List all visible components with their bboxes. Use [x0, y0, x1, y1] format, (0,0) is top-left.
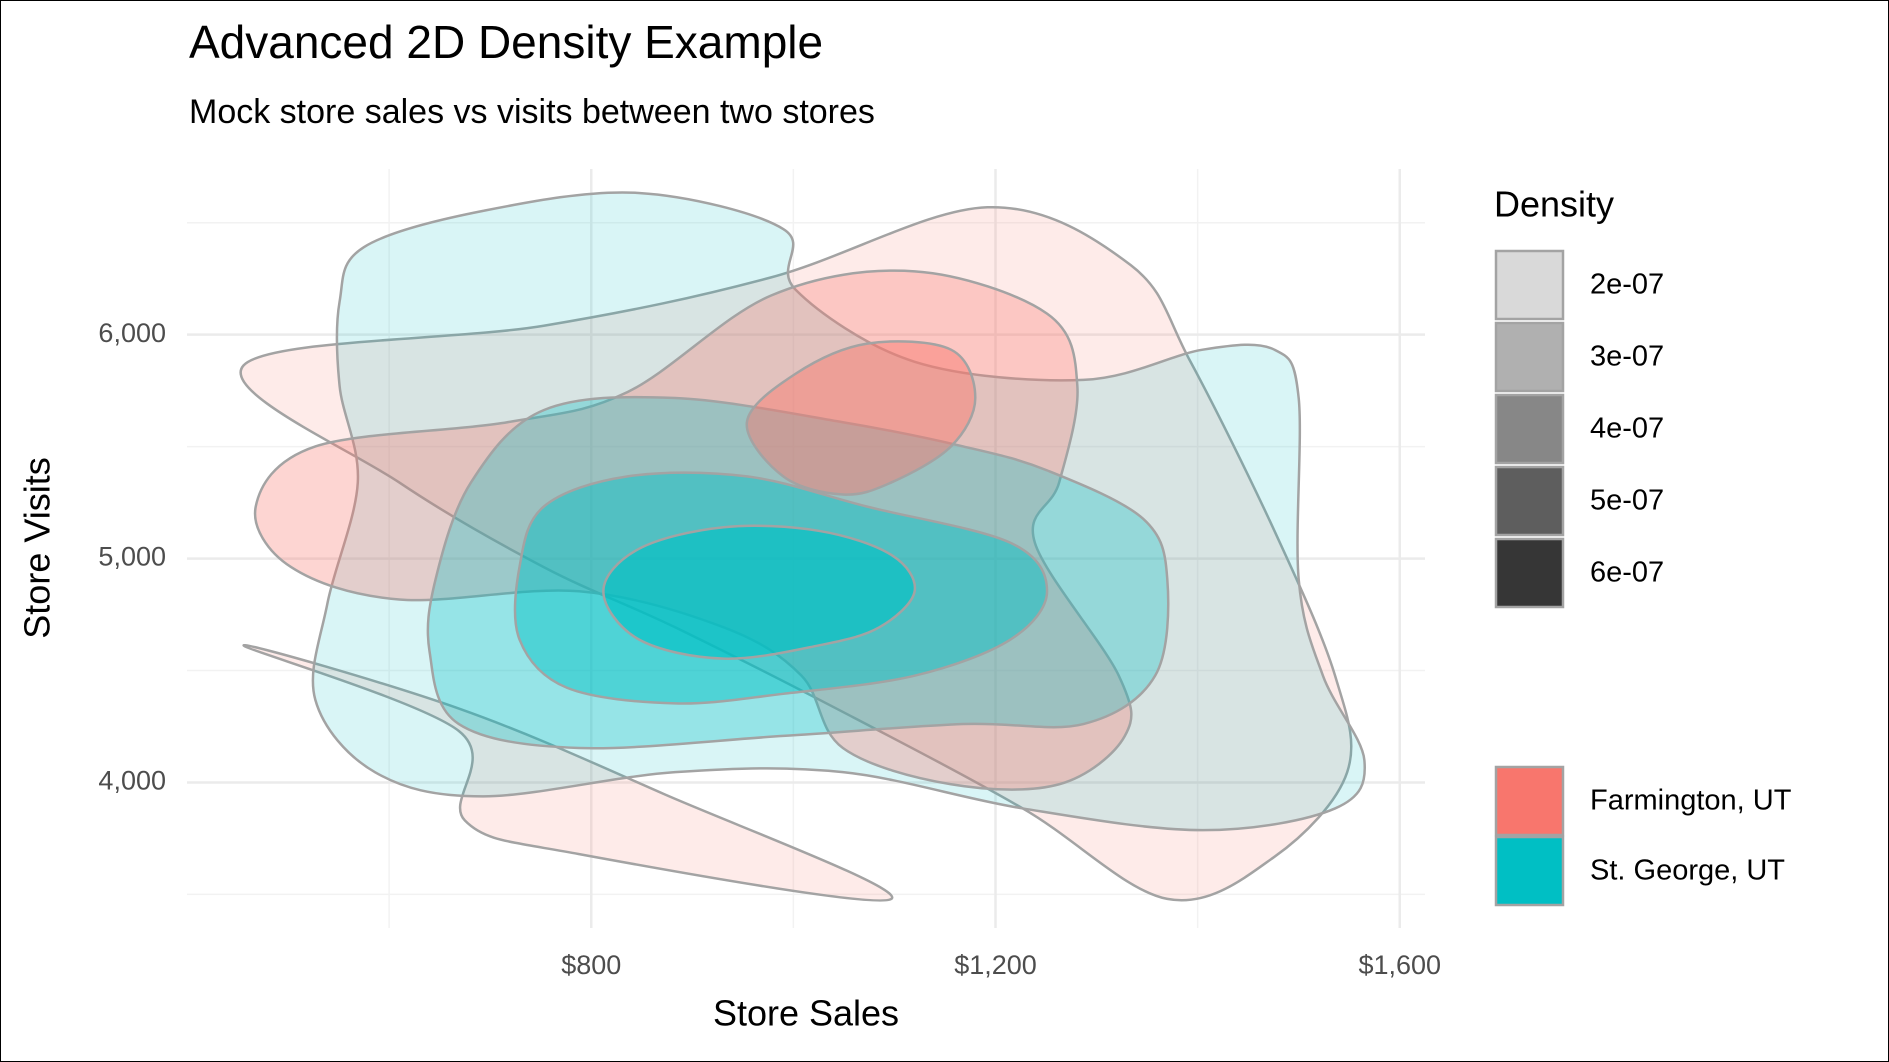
grid: [187, 169, 1425, 928]
chart-title: Advanced 2D Density Example: [189, 16, 823, 68]
legend-label: 3e-07: [1590, 341, 1664, 373]
density-contour: [602, 524, 917, 660]
y-tick-label: 4,000: [98, 766, 166, 796]
density-contour: [311, 191, 1367, 832]
legend-key: [1494, 321, 1565, 393]
legend-label: 5e-07: [1590, 485, 1664, 517]
x-tick-label: $1,600: [1358, 950, 1441, 980]
legend-label: 6e-07: [1590, 557, 1664, 589]
legend-label: St. George, UT: [1590, 855, 1785, 887]
legend-label: Farmington, UT: [1590, 785, 1792, 817]
legend-title: Density: [1494, 184, 1614, 225]
legend-key: [1494, 249, 1565, 321]
y-tick-label: 5,000: [98, 542, 166, 572]
legend-key: [1494, 393, 1565, 465]
legend-key: [1494, 835, 1565, 907]
legend-label: 2e-07: [1590, 269, 1664, 301]
legend-label: 4e-07: [1590, 413, 1664, 445]
x-axis-title: Store Sales: [713, 993, 899, 1034]
labels: $800 $1,200 $1,600 4,000 5,000 6,000 2e-07 3e-0…: [98, 249, 1792, 980]
legend-key: [1494, 537, 1565, 609]
density-contour: [242, 644, 894, 902]
y-tick-label: 6,000: [98, 318, 166, 348]
density-contour: [745, 340, 977, 496]
y-axis-title: Store Visits: [17, 457, 58, 638]
chart-subtitle: Mock store sales vs visits between two s…: [189, 93, 875, 131]
contours: [239, 191, 1367, 902]
legend-key: [1494, 765, 1565, 837]
x-tick-label: $800: [561, 950, 621, 980]
legend-key: [1494, 465, 1565, 537]
x-tick-label: $1,200: [954, 950, 1037, 980]
